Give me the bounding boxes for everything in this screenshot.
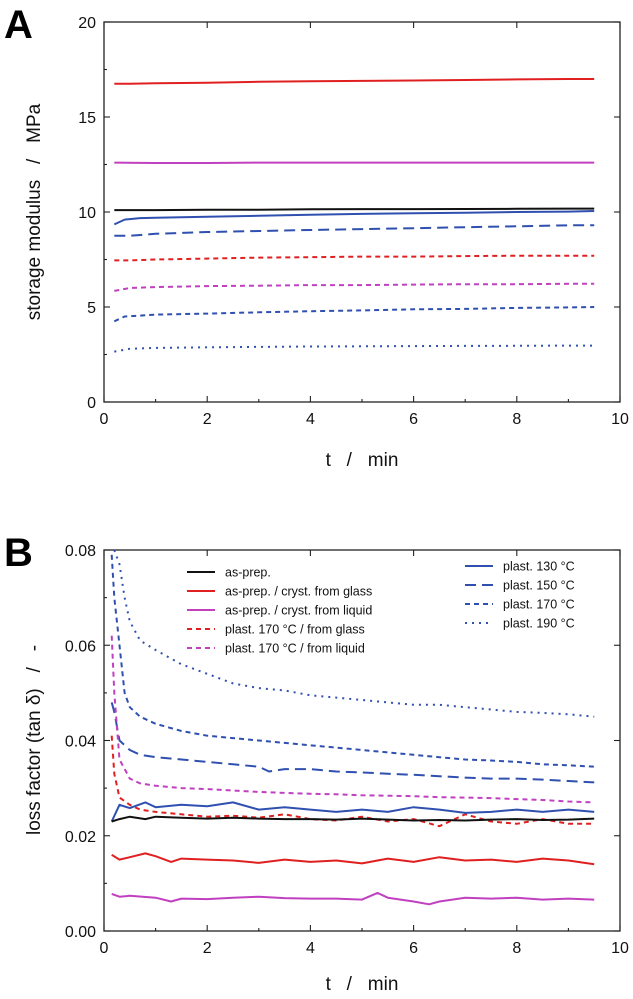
- panel-b-series-line-1: [110, 554, 595, 768]
- panel-b-y-tick-label: 0.02: [65, 829, 96, 846]
- panel-b-x-tick-label: 0: [100, 940, 109, 957]
- panel-a-y-axis-title: storage modulus / MPa: [24, 103, 45, 320]
- panel-a-x-tick-label: 4: [306, 411, 315, 428]
- legend-label-right-2: plast. 170 °C: [503, 598, 575, 612]
- legend-label-left-4: plast. 170 °C / from liquid: [225, 642, 365, 656]
- panel-a-y-tick-label: 10: [78, 205, 96, 222]
- panel-b-series-line-8: [111, 891, 595, 906]
- panel-b: B 0 2 4 6 8 100.000.020.040.060.08 as-prep.as…: [4, 531, 629, 995]
- panel-b-y-tick-label: 0.00: [65, 924, 96, 941]
- panel-a-series-line-4: [114, 224, 595, 237]
- panel-b-x-tick-label: 4: [306, 940, 315, 957]
- panel-b-series-line-7: [111, 852, 595, 866]
- panel-a-x-tick-label: 6: [409, 411, 418, 428]
- panel-a-series-line-7: [113, 306, 595, 323]
- panel-b-x-axis-title: t / min: [326, 974, 399, 995]
- panel-b-series-line-3: [110, 635, 595, 804]
- legend-label-left-1: as-prep. / cryst. from glass: [225, 585, 372, 599]
- legend-label-left-0: as-prep.: [225, 566, 271, 580]
- panel-b-series: [110, 549, 595, 906]
- panel-b-series-line-4: [110, 735, 595, 828]
- panel-a-ticks: 0 2 4 6 8 10 0 5 10 15 20: [78, 15, 629, 428]
- panel-a-series: [113, 78, 595, 353]
- legend-label-left-2: as-prep. / cryst. from liquid: [225, 604, 372, 618]
- panel-b-x-tick-label: 2: [203, 940, 212, 957]
- panel-b-y-tick-label: 0.08: [65, 543, 96, 560]
- panel-a: A 0 2 4 6 8 10 0 5 10 15 20 t / min storage modulu…: [4, 3, 629, 471]
- legend-label-right-3: plast. 190 °C: [503, 617, 575, 631]
- panel-b-x-tick-label: 8: [512, 940, 521, 957]
- legend-label-left-3: plast. 170 °C / from glass: [225, 623, 365, 637]
- panel-b-x-tick-label: 10: [611, 940, 629, 957]
- panel-b-series-line-2: [110, 702, 595, 784]
- legend-label-right-0: plast. 130 °C: [503, 560, 575, 574]
- panel-b-series-line-5: [110, 801, 595, 822]
- panel-a-x-tick-label: 2: [203, 411, 212, 428]
- panel-a-series-line-2: [114, 207, 595, 212]
- panel-b-y-axis-title: loss factor (tan δ) / -: [24, 645, 45, 835]
- panel-a-y-tick-label: 20: [78, 15, 96, 32]
- panel-a-x-tick-label: 8: [512, 411, 521, 428]
- panel-a-letter: A: [4, 3, 33, 47]
- legend-label-right-1: plast. 150 °C: [503, 579, 575, 593]
- panel-b-x-tick-label: 6: [409, 940, 418, 957]
- panel-a-series-line-5: [114, 254, 595, 262]
- panel-a-series-line-6: [114, 282, 595, 292]
- panel-a-series-line-3: [113, 210, 595, 226]
- panel-a-x-tick-label: 10: [611, 411, 629, 428]
- panel-a-y-tick-label: 15: [78, 110, 96, 127]
- panel-a-x-tick-label: 0: [100, 411, 109, 428]
- panel-b-y-tick-label: 0.04: [65, 734, 96, 751]
- panel-a-y-tick-label: 5: [87, 300, 96, 317]
- panel-b-letter: B: [4, 531, 33, 575]
- panel-b-y-tick-label: 0.06: [65, 638, 96, 655]
- panel-a-x-axis-title: t / min: [326, 450, 399, 471]
- panel-b-series-line-6: [111, 815, 595, 823]
- panel-b-ticks: 0 2 4 6 8 10 0.00 0.02 0.04 0.06 0.08: [65, 543, 629, 957]
- panel-b-legend: as-prep. as-prep. / cryst. from glass as-p…: [187, 560, 575, 656]
- panel-a-series-line-8: [114, 344, 595, 353]
- panel-a-y-tick-label: 0: [87, 395, 96, 412]
- panel-a-series-line-0: [114, 78, 595, 85]
